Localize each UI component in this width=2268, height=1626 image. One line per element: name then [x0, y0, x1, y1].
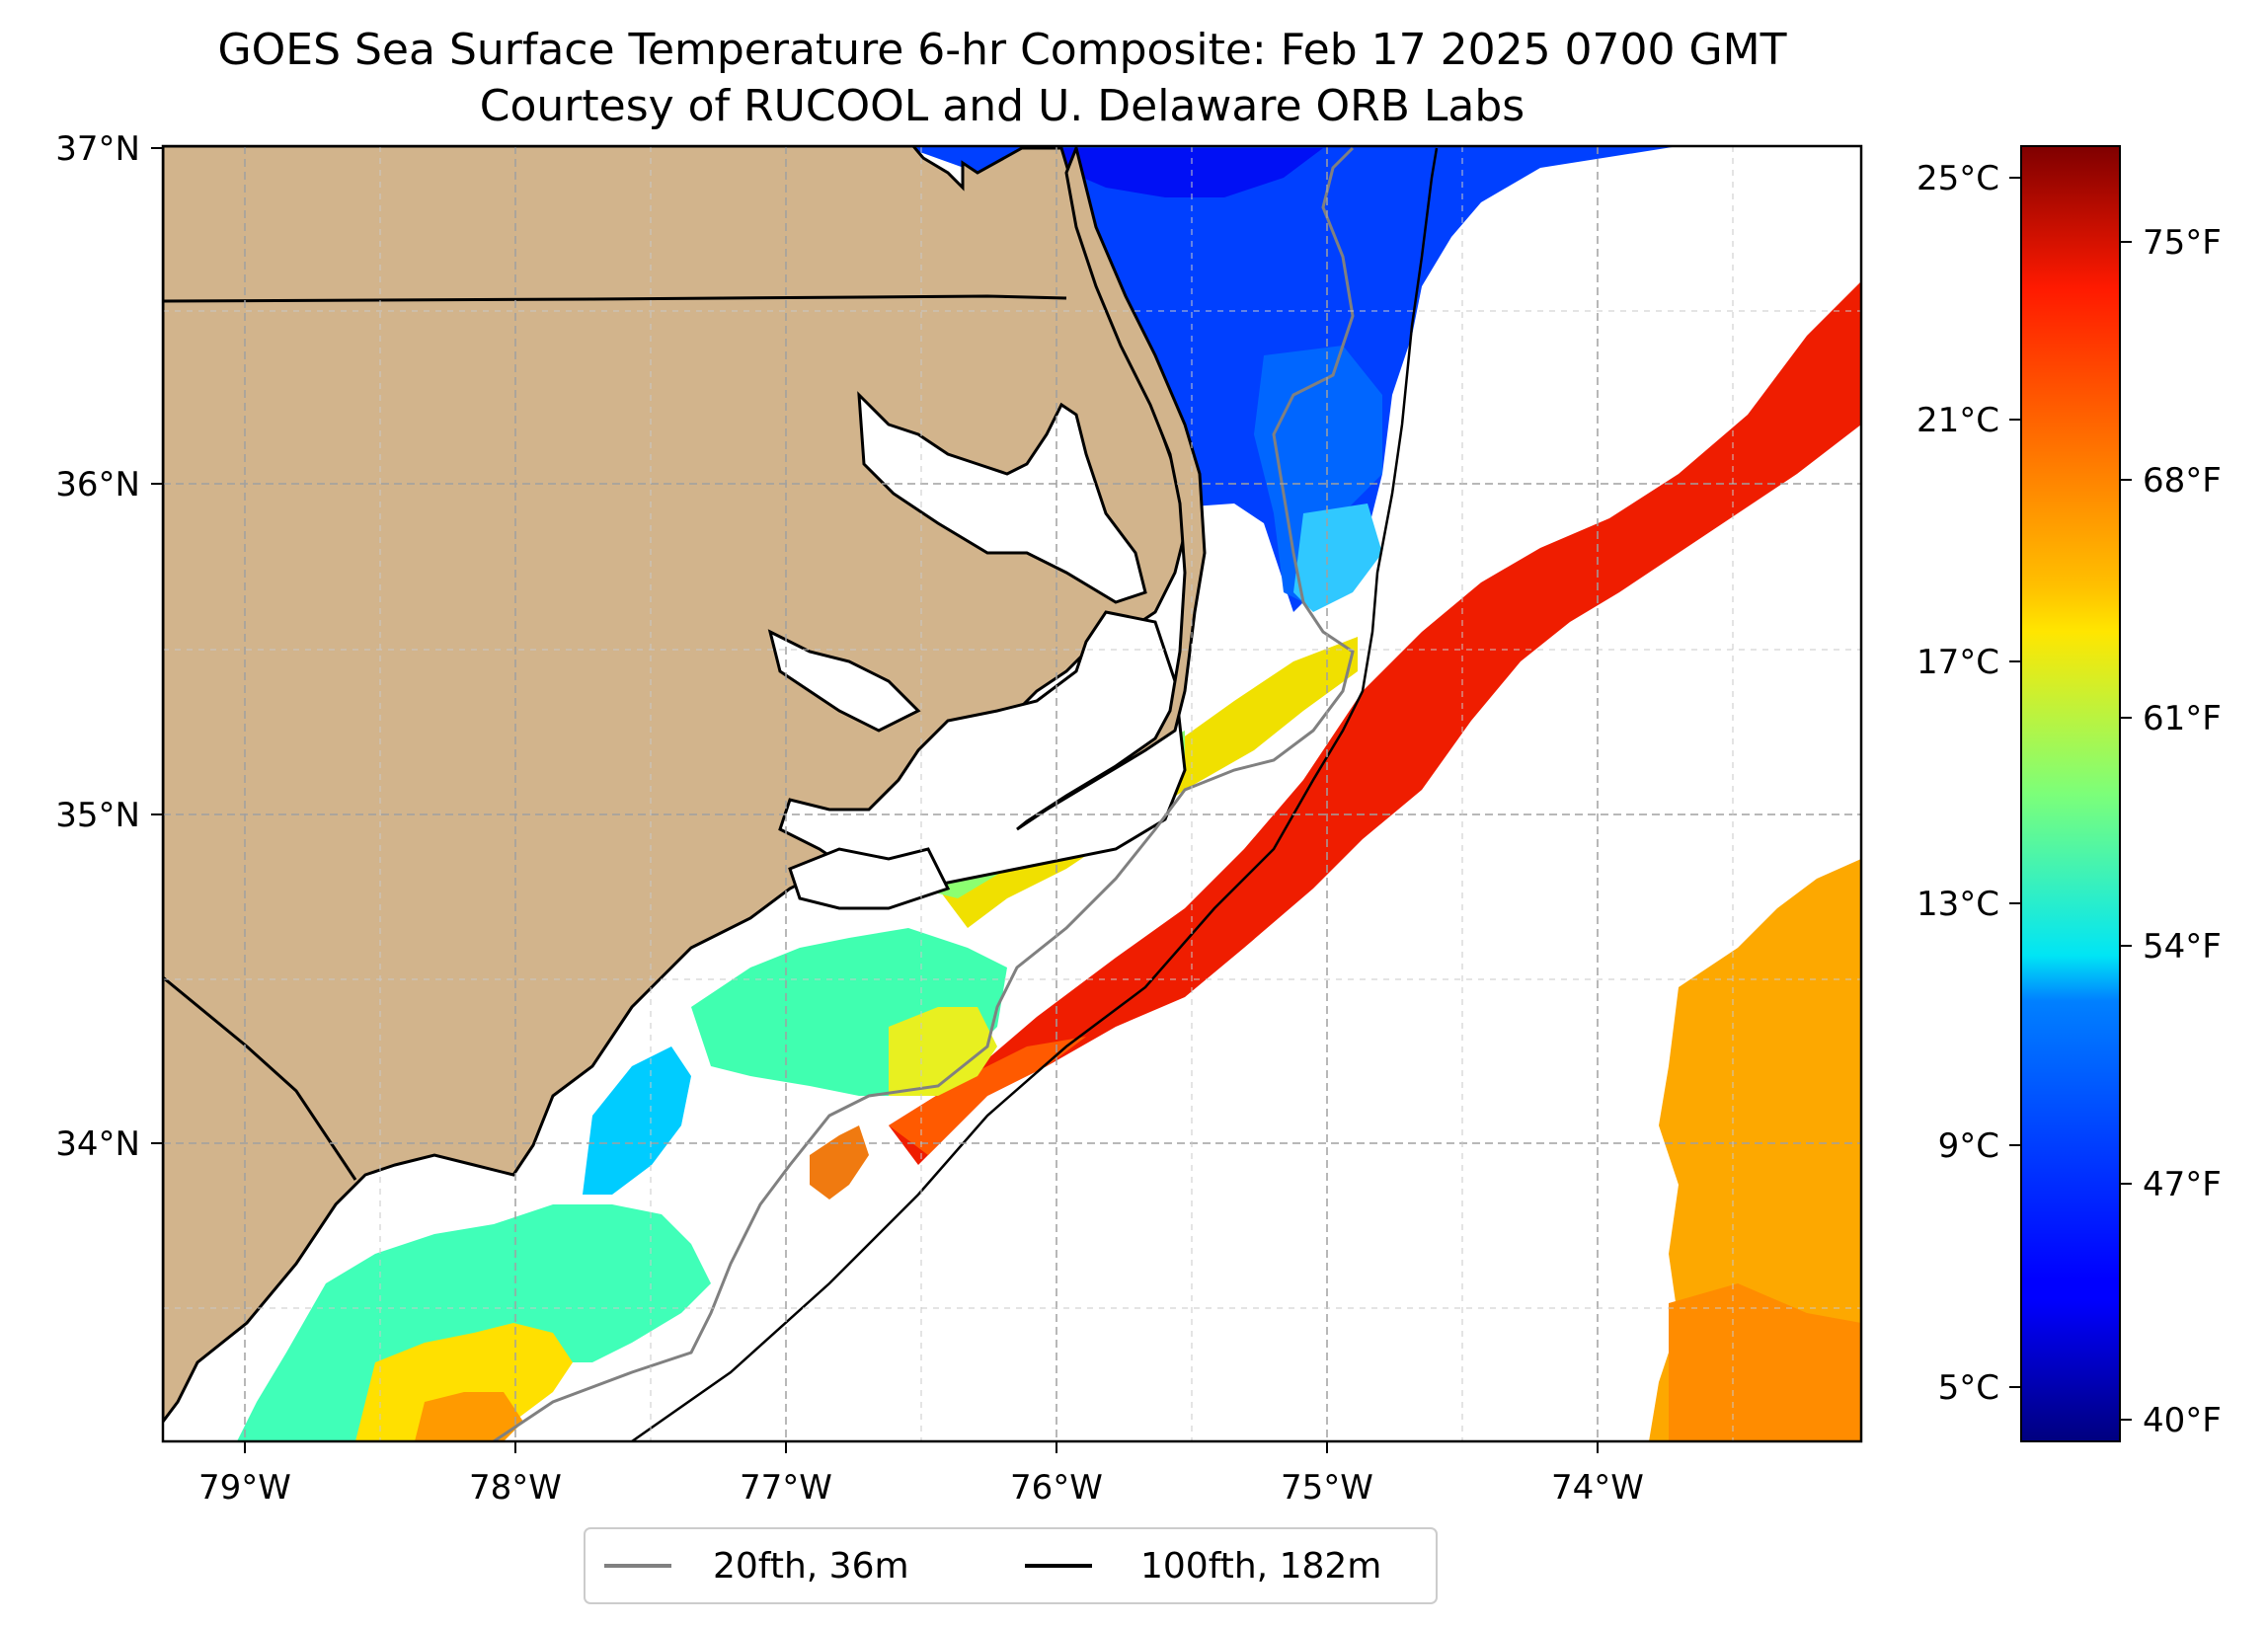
lat-tick-labels: 37°N 36°N 35°N 34°N	[55, 129, 140, 1164]
sst-gulf-stream-orange	[889, 1037, 1086, 1155]
sst-cyan-cape	[1293, 503, 1382, 612]
land	[163, 146, 1207, 1425]
lat-label: 34°N	[55, 1124, 140, 1164]
albemarle-sound	[857, 391, 1147, 604]
isobath-100fth	[631, 147, 1439, 1441]
legend-label-100fth: 100fth, 182m	[1140, 1546, 1381, 1587]
isobath-20fth	[493, 146, 1355, 1441]
lat-label: 36°N	[55, 465, 140, 504]
sst-gulf-stream	[889, 281, 1861, 1165]
colorbar-f-label: 54°F	[2143, 927, 2222, 967]
colorbar-f-label: 47°F	[2143, 1165, 2222, 1204]
outer-banks	[1016, 146, 1207, 831]
legend-box	[584, 1527, 1438, 1604]
lon-label: 75°W	[1281, 1468, 1373, 1508]
lon-tick-labels: 79°W 78°W 77°W 76°W 75°W 74°W	[198, 1468, 1644, 1508]
sst-southwest-orange	[415, 1392, 523, 1441]
map-frame	[161, 144, 1863, 1443]
colorbar-c-label: 17°C	[1916, 643, 1999, 682]
lon-label: 79°W	[198, 1468, 291, 1508]
colorbar-f-label: 61°F	[2143, 699, 2222, 738]
title-line-1: GOES Sea Surface Temperature 6-hr Compos…	[218, 25, 1787, 75]
colorbar-c-label: 25°C	[1916, 159, 1999, 198]
title-line-2: Courtesy of RUCOOL and U. Delaware ORB L…	[480, 81, 1525, 131]
lat-tick-marks	[151, 147, 163, 1144]
cape-lookout-sound	[788, 847, 951, 910]
legend: 20fth, 36m 100fth, 182m	[584, 1527, 1438, 1604]
neuse-river	[767, 629, 921, 733]
sst-frying-pan-orange	[810, 1125, 869, 1200]
state-border-nc-sc	[163, 975, 357, 1181]
pamlico-sound	[778, 610, 1187, 900]
colorbar-f-label: 75°F	[2143, 223, 2222, 263]
colorbar-f-label: 40°F	[2143, 1401, 2222, 1440]
colorbar: 25°C 21°C 17°C 13°C 9°C 5°C 75°F 68°F 61…	[1916, 145, 2222, 1442]
sst-shelf-yellow-mid	[889, 1007, 997, 1096]
lon-label: 77°W	[740, 1468, 832, 1508]
sst-offshore-orange-deep	[1669, 1283, 1861, 1441]
lon-label: 78°W	[469, 1468, 562, 1508]
colorbar-c-label: 21°C	[1916, 401, 1999, 440]
colorbar-gradient	[2020, 145, 2121, 1442]
map-panel	[163, 146, 1861, 1441]
colorbar-c-label: 5°C	[1938, 1368, 1999, 1408]
state-border-va-nc	[163, 294, 1067, 303]
lon-label: 74°W	[1551, 1468, 1644, 1508]
colorbar-f-label: 68°F	[2143, 461, 2222, 501]
gridlines	[163, 146, 1861, 1441]
lon-label: 76°W	[1010, 1468, 1103, 1508]
sst-nearshore-cyan	[583, 1046, 691, 1195]
colorbar-c-label: 13°C	[1916, 885, 1999, 924]
minor-gridlines	[163, 146, 1861, 1441]
colorbar-c-label: 9°C	[1938, 1126, 1999, 1166]
sst-southwest-shelf	[237, 1204, 711, 1441]
lon-tick-marks	[244, 1441, 1599, 1453]
lat-label: 35°N	[55, 796, 140, 835]
sst-southwest-yellow	[355, 1323, 573, 1441]
lat-label: 37°N	[55, 129, 140, 169]
legend-label-20fth: 20fth, 36m	[713, 1546, 909, 1587]
sst-cold-north-core	[1047, 148, 1323, 197]
